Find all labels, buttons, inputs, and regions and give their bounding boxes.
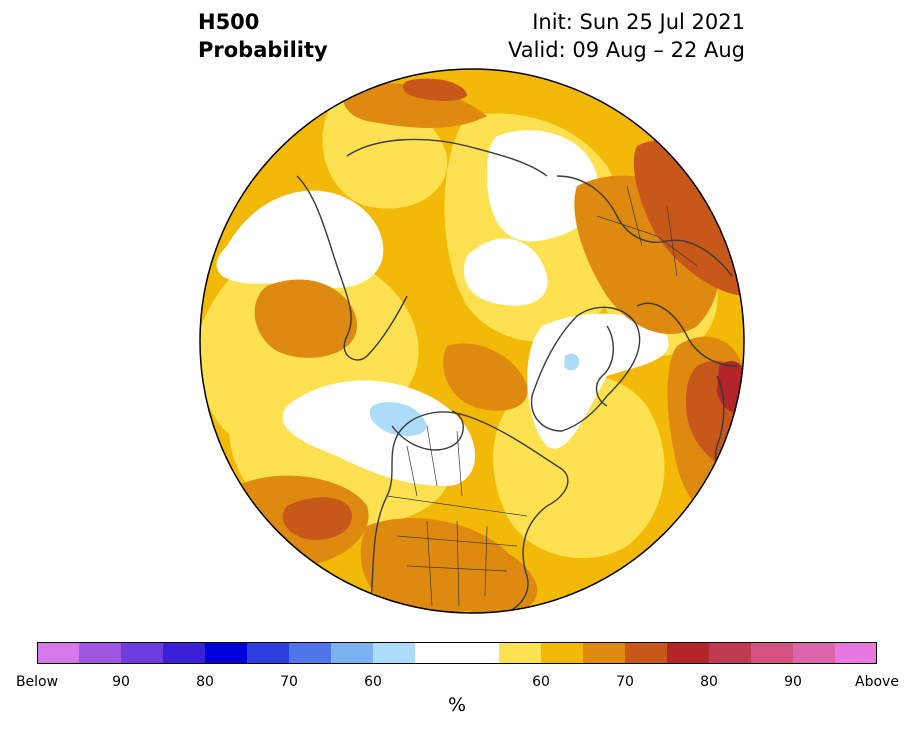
pacific-redorange bbox=[282, 497, 352, 540]
product-label: Probability bbox=[198, 38, 328, 62]
colorbar-above-cell-5 bbox=[709, 642, 751, 664]
canada-white bbox=[282, 380, 476, 486]
tick-label-above-60: 60 bbox=[532, 674, 550, 690]
hudson-bay-coast bbox=[391, 410, 464, 451]
colorbar-below-cell-3 bbox=[163, 642, 205, 664]
coastlines bbox=[296, 138, 738, 613]
colorbar-neutral-cell bbox=[415, 642, 499, 664]
tick-label-above-80: 80 bbox=[700, 674, 718, 690]
polar-map bbox=[197, 66, 747, 616]
colorbar-above-cell-4 bbox=[667, 642, 709, 664]
variable-label: H500 bbox=[198, 10, 260, 34]
greenland-blue-spot bbox=[564, 353, 580, 371]
us-canada-border bbox=[386, 495, 528, 517]
colorbar-below-cell-8 bbox=[373, 642, 415, 664]
colorbar-above-cell-2 bbox=[583, 642, 625, 664]
arctic-white-2 bbox=[463, 238, 548, 306]
east-asia-coast bbox=[296, 175, 408, 361]
polar-map-svg bbox=[199, 68, 745, 614]
tick-label-below-90: 90 bbox=[112, 674, 130, 690]
hudson-blue-spot bbox=[369, 402, 427, 436]
us-state-lines bbox=[396, 520, 518, 607]
colorbar-cells bbox=[37, 642, 877, 664]
canada-province-lines bbox=[406, 425, 463, 497]
tick-label-below-80: 80 bbox=[196, 674, 214, 690]
greenland-coast bbox=[530, 306, 641, 432]
date-info: Init: Sun 25 Jul 2021 Valid: 09 Aug – 22… bbox=[508, 8, 745, 64]
colorbar-above-cell-8 bbox=[835, 642, 877, 664]
colorbar-border bbox=[37, 642, 877, 664]
pacific-orange bbox=[254, 279, 357, 358]
north-redorange bbox=[402, 78, 467, 101]
mexico-orange bbox=[443, 543, 538, 613]
init-date: Init: Sun 25 Jul 2021 bbox=[532, 10, 745, 34]
colorbar-above-cell-0 bbox=[499, 642, 541, 664]
country-borders bbox=[386, 185, 698, 607]
colorbar-below-cell-1 bbox=[79, 642, 121, 664]
arctic-ocean-white bbox=[487, 130, 598, 242]
tick-label-below-70: 70 bbox=[280, 674, 298, 690]
colorbar-below-cell-6 bbox=[289, 642, 331, 664]
eurasia-borders bbox=[596, 185, 698, 277]
colorbar-above-cell-6 bbox=[751, 642, 793, 664]
siberia-orange bbox=[343, 82, 487, 128]
scandinavia-coast bbox=[636, 302, 738, 367]
eurasia-arctic-coast bbox=[556, 175, 733, 277]
colorbar-below-cell-2 bbox=[121, 642, 163, 664]
tick-label-below: Below bbox=[15, 674, 59, 690]
tick-label-below-60: 60 bbox=[364, 674, 382, 690]
north-america-coast bbox=[366, 411, 569, 613]
colorbar-above-cell-3 bbox=[625, 642, 667, 664]
map-boundary bbox=[199, 68, 745, 614]
colorbar-below-cell-4 bbox=[205, 642, 247, 664]
iceland-region bbox=[595, 325, 614, 407]
colorbar-above-cell-7 bbox=[793, 642, 835, 664]
tick-label-above-70: 70 bbox=[616, 674, 634, 690]
tick-label-above-90: 90 bbox=[784, 674, 802, 690]
colorbar-below-cell-7 bbox=[331, 642, 373, 664]
colorbar-unit: % bbox=[447, 694, 467, 716]
colorbar-above-cell-1 bbox=[541, 642, 583, 664]
colorbar bbox=[37, 642, 877, 664]
siberia-coast bbox=[346, 138, 548, 177]
valid-period: Valid: 09 Aug – 22 Aug bbox=[507, 38, 745, 62]
colorbar-below-cell-5 bbox=[247, 642, 289, 664]
baffin-orange bbox=[443, 343, 528, 411]
chart-title: H500 Probability bbox=[198, 8, 328, 64]
tick-label-above: Above bbox=[855, 674, 899, 690]
east-asia-white bbox=[216, 190, 384, 288]
colorbar-below-cell-0 bbox=[37, 642, 79, 664]
